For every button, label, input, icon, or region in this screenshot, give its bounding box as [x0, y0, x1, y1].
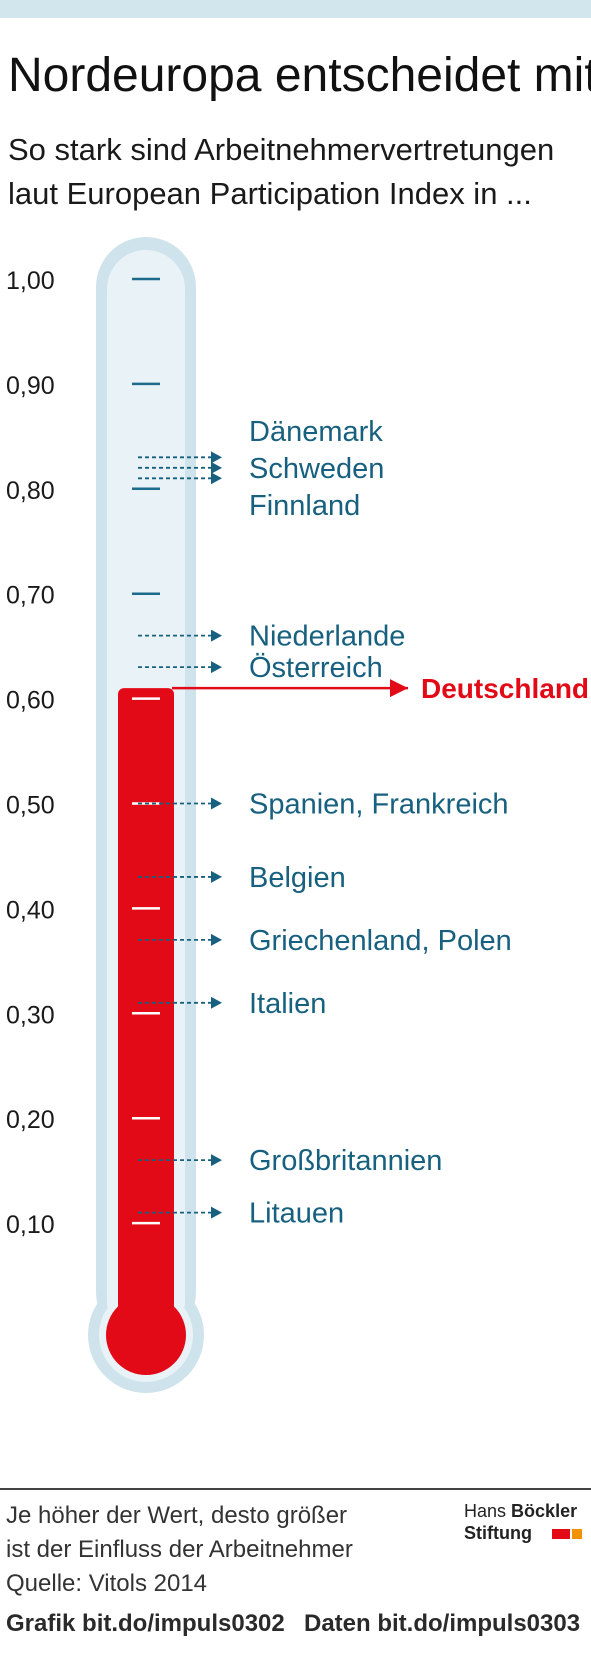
y-tick-label: 0,60 — [6, 687, 55, 715]
logo-mark-bar-red — [552, 1529, 570, 1539]
logo-mark-bar-orange — [572, 1529, 582, 1539]
country-label: Litauen — [249, 1198, 344, 1230]
y-tick-label: 0,70 — [6, 582, 55, 610]
highlight-label: Deutschland — [421, 673, 589, 704]
logo-mark-icon — [552, 1529, 582, 1539]
top-bar — [0, 0, 591, 18]
country-label: Griechenland, Polen — [249, 925, 512, 957]
logo-line-1: Hans Böckler — [464, 1500, 577, 1522]
y-tick-label: 0,30 — [6, 1001, 55, 1029]
country-label: Schweden — [249, 453, 384, 485]
chart-title: Nordeuropa entscheidet mit — [8, 49, 591, 102]
daten-link[interactable]: Daten bit.do/impuls0303 — [304, 1610, 581, 1637]
chart-subtitle: So stark sind Arbeitnehmervertretungen l… — [8, 132, 555, 211]
country-label: Spanien, Frankreich — [249, 789, 509, 821]
logo-hans: Hans — [464, 1501, 507, 1521]
country-label: Dänemark — [249, 416, 383, 448]
y-tick-label: 0,80 — [6, 477, 55, 505]
mercury-column — [118, 688, 174, 1335]
footnote-line-2: ist der Einfluss der Arbeitnehmer — [6, 1536, 353, 1563]
country-label: Niederlande — [249, 621, 405, 653]
footer-rule — [0, 1488, 591, 1490]
country-label: Finnland — [249, 490, 360, 522]
logo-stiftung: Stiftung — [464, 1523, 532, 1543]
logo-boeckler: Böckler — [511, 1501, 578, 1521]
y-tick-label: 0,90 — [6, 372, 55, 400]
hans-boeckler-stiftung-logo: Hans Böckler Stiftung — [464, 1500, 588, 1550]
y-tick-label: 0,50 — [6, 792, 55, 820]
footnote-line-1: Je höher der Wert, desto größer — [6, 1502, 348, 1529]
mercury-bulb — [106, 1295, 186, 1375]
y-tick-label: 0,10 — [6, 1211, 55, 1239]
thermometer-chart: 1,00 0,90 0,80 0,70 0,60 0,50 0,40 0,30 0,20 0,10… — [6, 237, 589, 1393]
grafik-link[interactable]: Grafik bit.do/impuls0302 — [6, 1610, 285, 1637]
country-label: Großbritannien — [249, 1145, 442, 1177]
source-note: Quelle: Vitols 2014 — [6, 1570, 208, 1597]
y-tick-label: 1,00 — [6, 267, 55, 295]
country-label: Belgien — [249, 862, 346, 894]
country-label: Italien — [249, 988, 326, 1020]
country-label: Österreich — [249, 652, 383, 684]
y-tick-label: 0,20 — [6, 1106, 55, 1134]
y-tick-label: 0,40 — [6, 896, 55, 924]
